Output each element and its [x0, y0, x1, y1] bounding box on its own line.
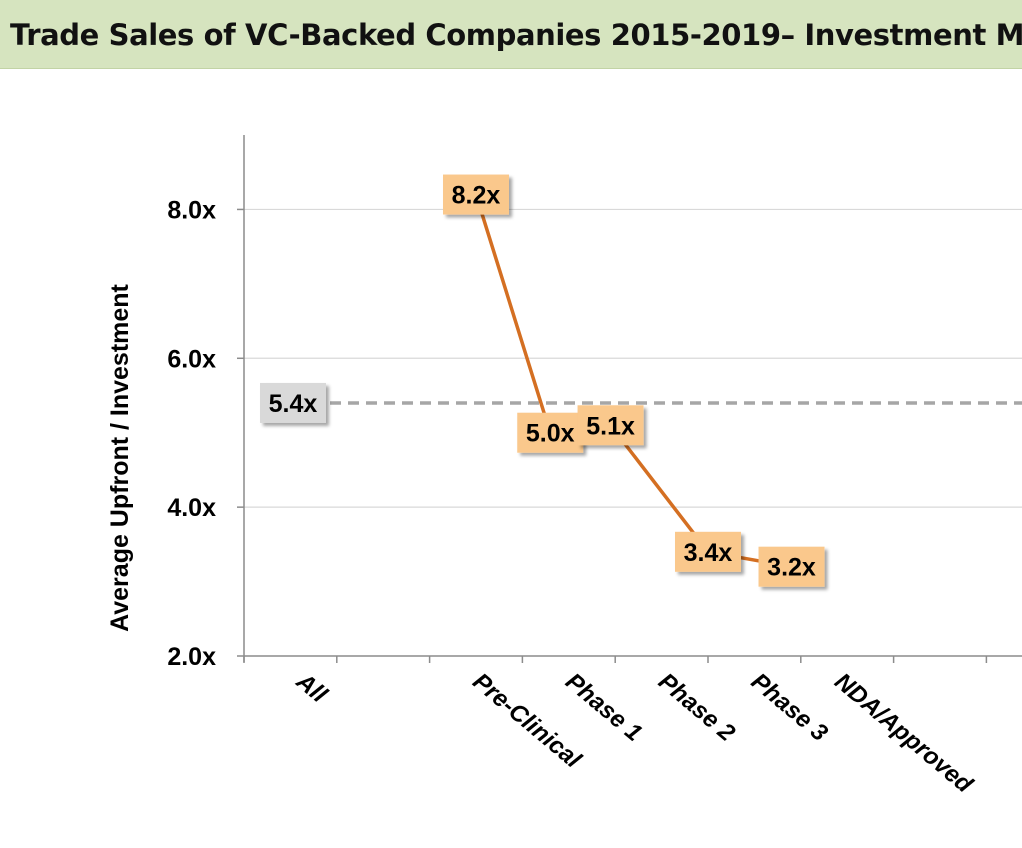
y-axis-title: Average Upfront / Investment: [106, 283, 134, 631]
line-chart: Average Upfront / Investment 2.0x 4.0x 6.0…: [106, 135, 1022, 799]
data-label: 3.2x: [767, 554, 816, 582]
chart-title: Trade Sales of VC-Backed Companies 2015-…: [10, 18, 1022, 52]
data-point-box: [443, 174, 509, 215]
y-tick-label: 8.0x: [167, 196, 216, 224]
reference-label-box: [260, 382, 326, 423]
data-point-box: [758, 546, 825, 587]
y-tick-label: 6.0x: [167, 345, 216, 373]
x-tick-label: All: [290, 667, 333, 709]
data-point-box: [675, 531, 741, 572]
data-label: 5.0x: [526, 420, 575, 448]
x-tick-label: Phase 2: [653, 668, 740, 747]
data-point-box: [577, 405, 644, 446]
y-tick-label: 2.0x: [167, 643, 216, 671]
data-label: 8.2x: [452, 182, 501, 210]
data-label: 3.4x: [684, 539, 733, 567]
x-tick-label: Phase 1: [560, 668, 647, 747]
data-label: 5.1x: [586, 412, 635, 440]
x-tick-label: NDA/Approved: [829, 668, 978, 799]
data-point-box: [517, 412, 584, 453]
reference-label: 5.4x: [269, 390, 318, 418]
series-line: [474, 194, 792, 569]
y-tick-label: 4.0x: [167, 494, 216, 522]
chart-title-bar: Trade Sales of VC-Backed Companies 2015-…: [0, 0, 1022, 69]
x-tick-label: Phase 3: [746, 668, 833, 747]
